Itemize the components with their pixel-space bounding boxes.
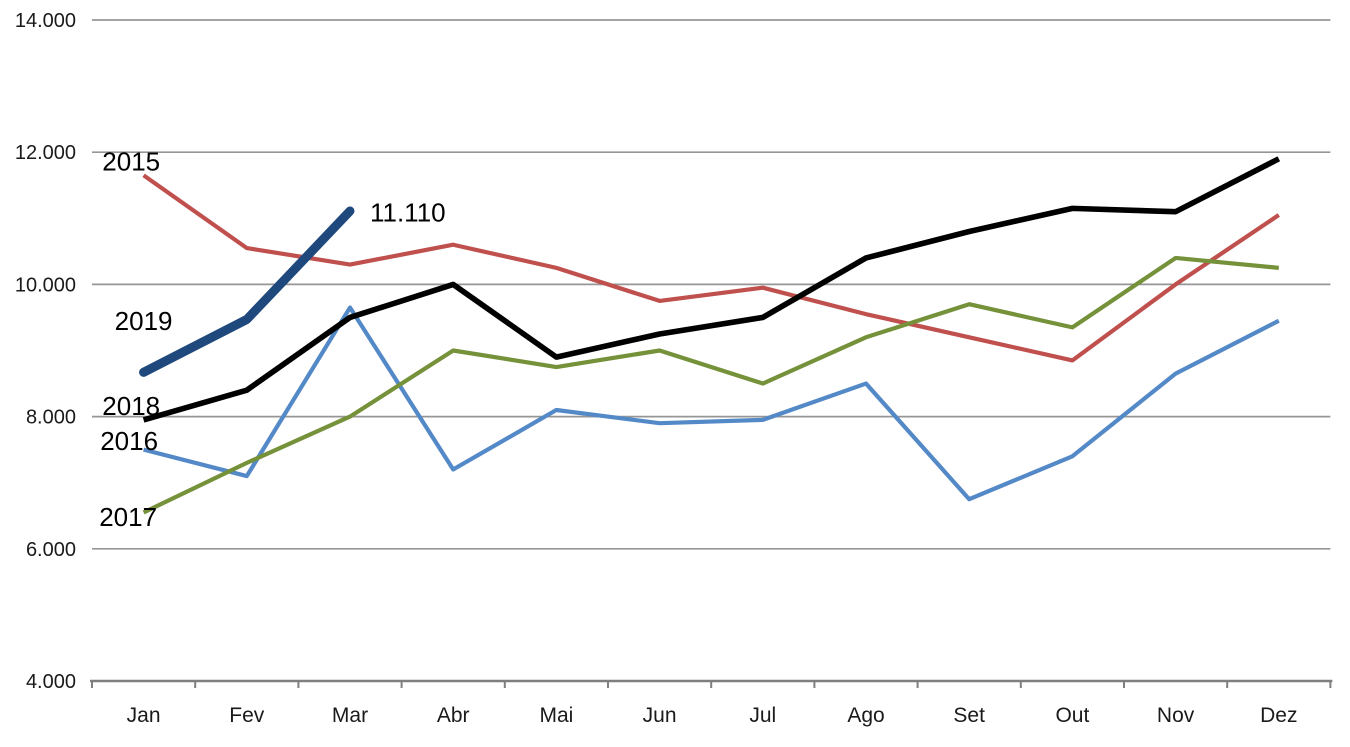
series-line-2019 bbox=[139, 206, 355, 377]
x-tick-label: Abr bbox=[437, 704, 470, 727]
series-label-2015: 2015 bbox=[102, 146, 160, 176]
series-label-2018: 2018 bbox=[102, 391, 160, 421]
x-tick-label: Nov bbox=[1157, 704, 1195, 727]
y-tick-label: 4.000 bbox=[26, 671, 76, 693]
series-line-2018 bbox=[142, 156, 1281, 423]
series-label-2016: 2016 bbox=[100, 426, 158, 456]
x-tick-label: Out bbox=[1055, 704, 1089, 727]
x-tick-label: Jul bbox=[749, 704, 776, 727]
x-tick-label: Ago bbox=[847, 704, 884, 727]
y-tick-label: 10.000 bbox=[15, 274, 76, 296]
x-tick-label: Jun bbox=[643, 704, 677, 727]
series-line-2016 bbox=[143, 305, 1280, 502]
y-tick-label: 14.000 bbox=[15, 10, 76, 32]
x-tick-label: Fev bbox=[229, 704, 265, 727]
series-label-2019: 2019 bbox=[115, 306, 173, 336]
series-label-2017: 2017 bbox=[99, 502, 157, 532]
x-tick-label: Jan bbox=[127, 704, 161, 727]
x-tick-label: Dez bbox=[1260, 704, 1297, 727]
y-tick-label: 8.000 bbox=[26, 407, 76, 429]
y-tick-label: 12.000 bbox=[15, 142, 76, 164]
y-tick-label: 6.000 bbox=[26, 539, 76, 561]
series-line-2015 bbox=[142, 173, 1280, 363]
series-line-2017 bbox=[142, 255, 1280, 515]
x-tick-label: Mar bbox=[332, 704, 368, 727]
x-tick-label: Set bbox=[953, 704, 985, 727]
x-tick-label: Mai bbox=[539, 704, 573, 727]
point-value-label: 11.110 bbox=[370, 197, 446, 227]
